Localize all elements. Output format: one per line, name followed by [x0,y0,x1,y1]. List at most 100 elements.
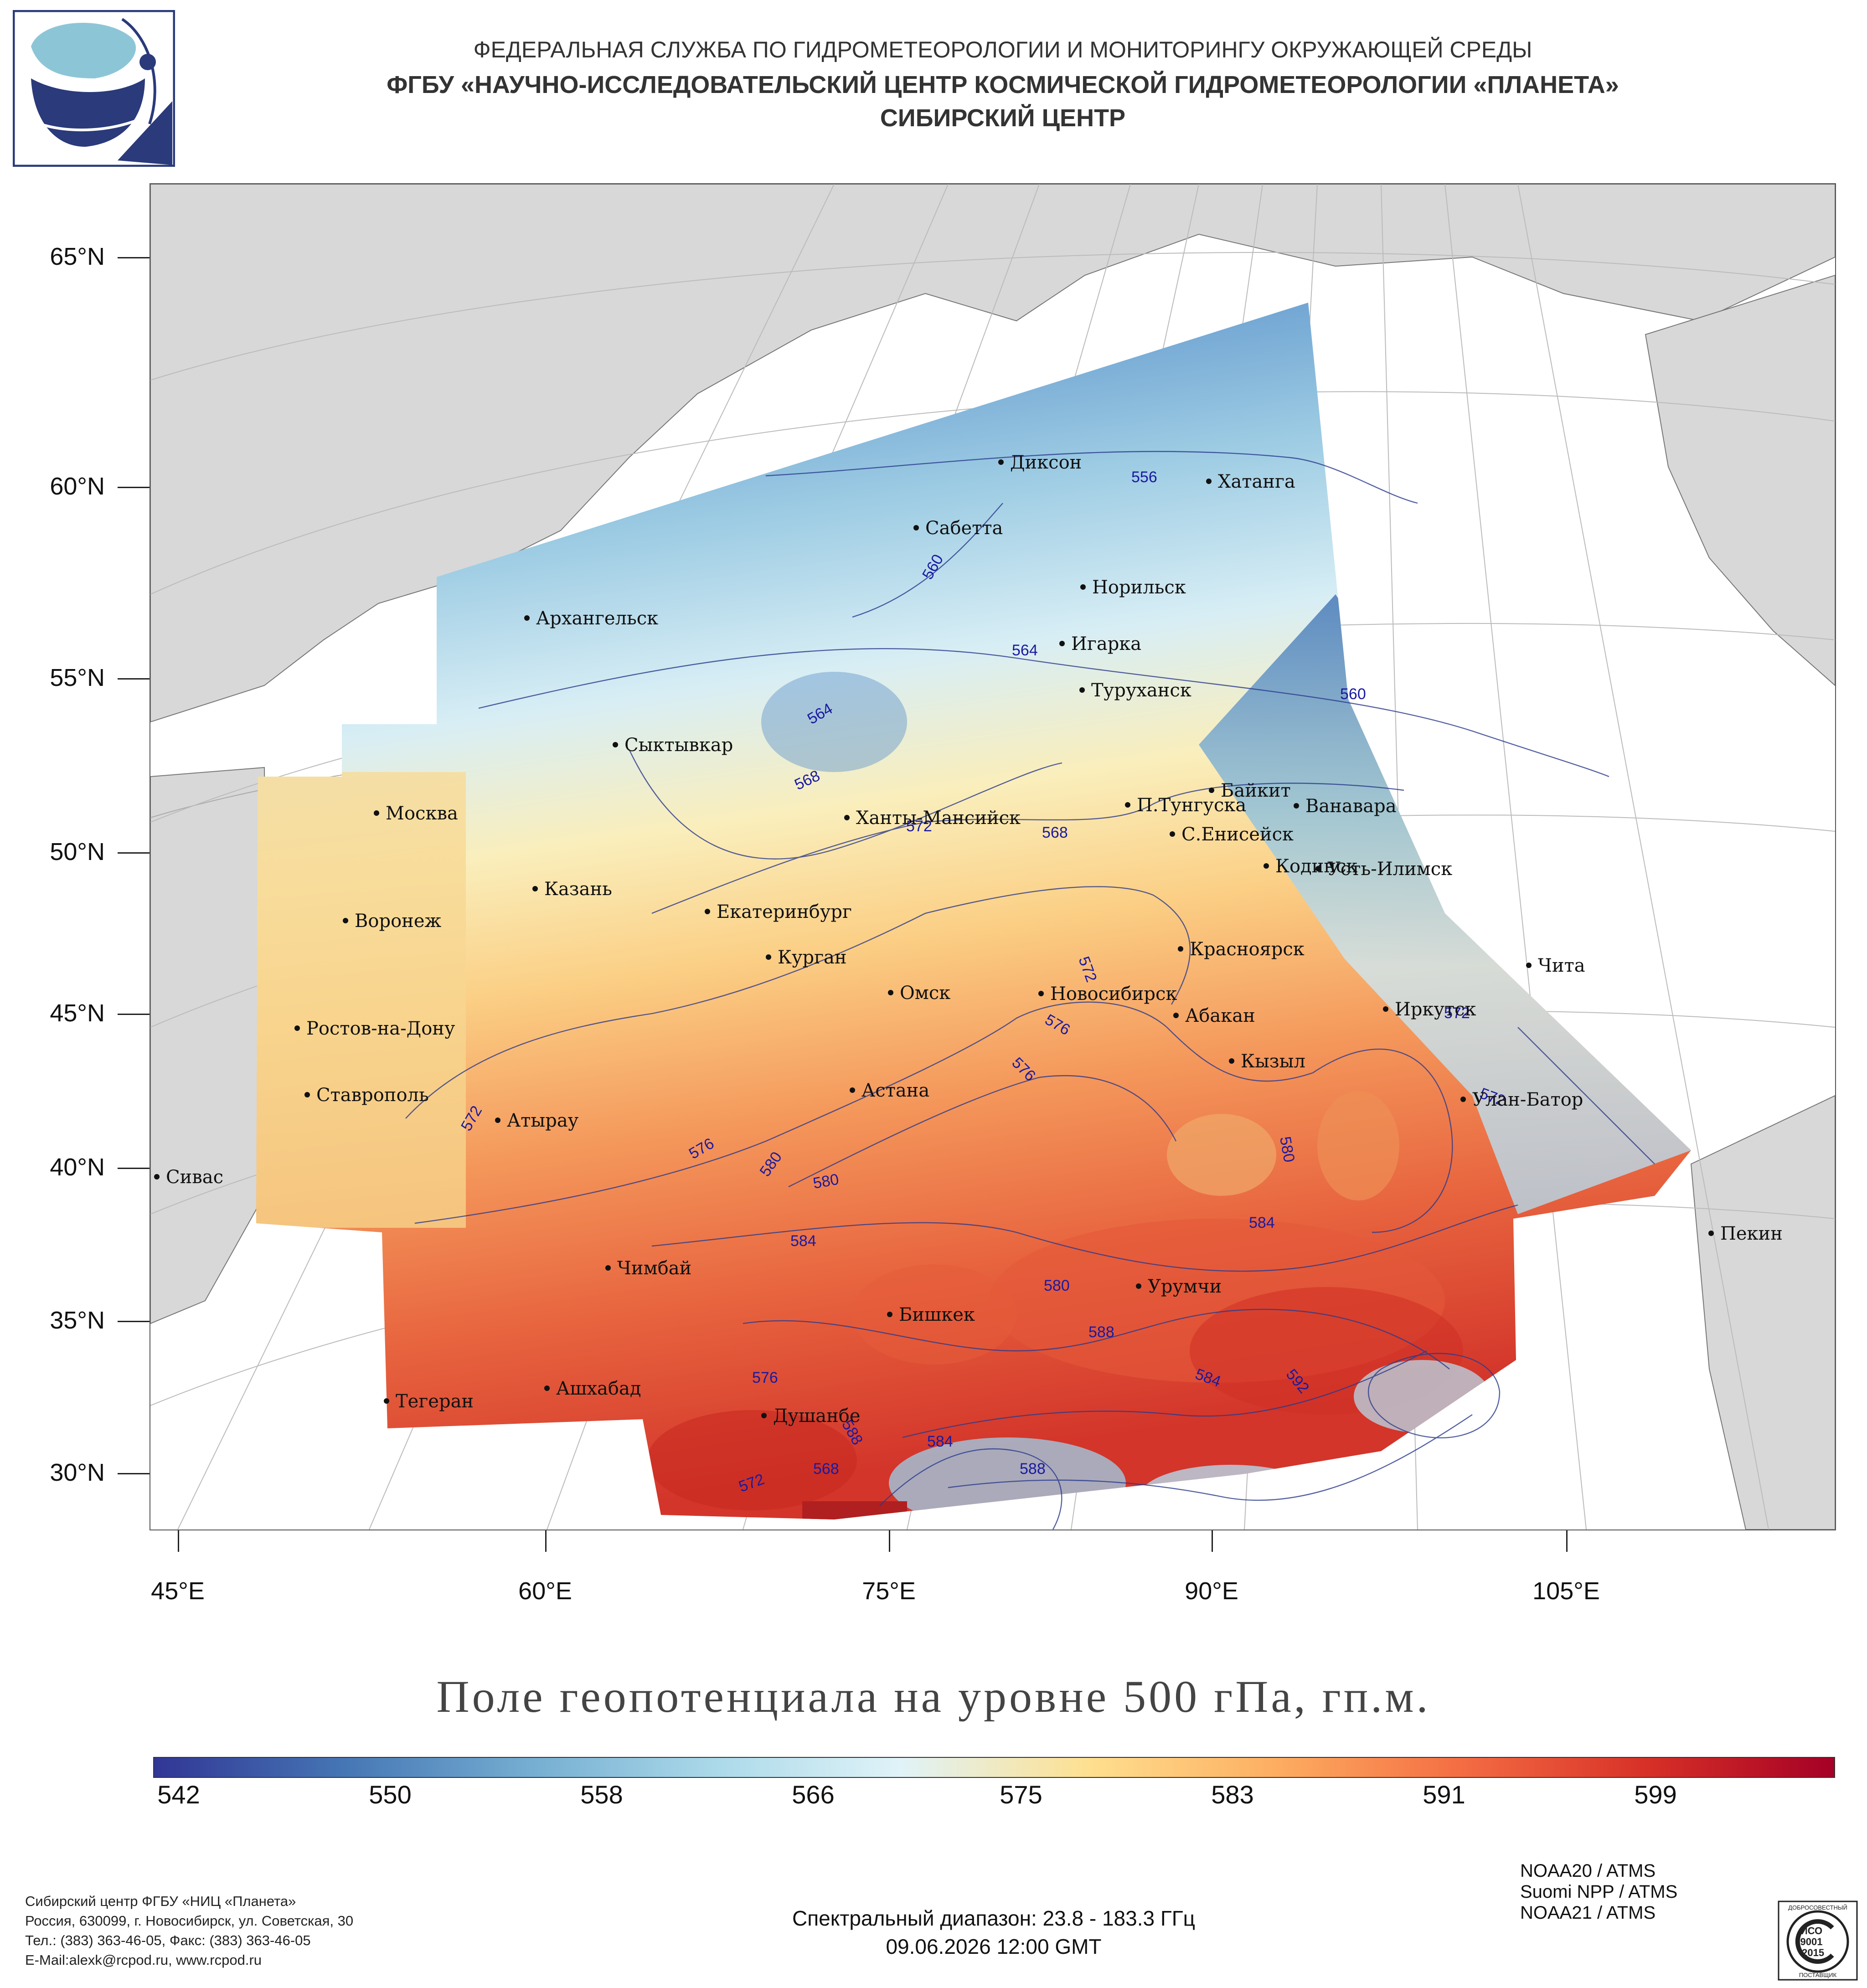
colorbar-tick-label: 558 [580,1780,623,1809]
city-stavropol: Ставрополь [316,1085,429,1106]
city-p-tunguska: П.Тунгуска [1137,795,1246,816]
city-bishkek: Бишкек [899,1304,975,1325]
isoline-label: 576 [752,1369,778,1386]
city-dushanbe: Душанбе [773,1406,861,1427]
land-east-island [1645,274,1835,686]
city-sivas: Сивас [166,1167,223,1188]
city-turukhansk: Туруханск [1091,680,1191,701]
city-kazan: Казань [544,879,612,900]
svg-text:ИСО: ИСО [1800,1925,1822,1936]
isoline-label: 572 [906,818,932,835]
city-kodinsk: Кодинск [1275,856,1357,877]
isoline-label: 584 [790,1232,816,1250]
city-kurgan: Курган [778,947,847,968]
city-dikson: Диксон [1010,452,1082,473]
satellite-list: NOAA20 / ATMS Suomi NPP / ATMS NOAA21 / … [1520,1860,1677,1923]
isoline-label: 588 [1020,1460,1046,1478]
city-kyzyl: Кызыл [1241,1051,1305,1072]
svg-text:ПОСТАВЩИК: ПОСТАВЩИК [1799,1972,1837,1978]
lon-label-90: 90°E [1185,1577,1238,1605]
colorbar-tick-label: 583 [1211,1780,1254,1809]
satellite-item: NOAA21 / ATMS [1520,1903,1656,1923]
city-syktyvkar: Сыктывкар [624,735,733,756]
isoline-label: 560 [1340,685,1366,703]
lon-tick [545,1529,547,1552]
city-arkhangelsk: Архангельск [536,608,658,629]
isoline-label: 584 [1249,1214,1275,1231]
city-novosibirsk: Новосибирск [1050,984,1177,1004]
lon-tick [1566,1529,1568,1552]
city-ekaterinburg: Екатеринбург [717,901,852,922]
city-ust-ilimsk: Усть-Илимск [1327,859,1452,880]
city-igarka: Игарка [1071,633,1141,654]
land-southeast [1690,1095,1835,1530]
lat-tick [118,487,150,488]
isoline-label: 568 [813,1460,839,1478]
land-layer [150,184,1835,1530]
city-moscow: Москва [386,803,458,824]
header-agency: ФЕДЕРАЛЬНАЯ СЛУЖБА ПО ГИДРОМЕТЕОРОЛОГИИ … [473,37,1532,62]
lat-label-45: 45°N [50,999,105,1027]
city-vanavara: Ванавара [1305,796,1397,817]
lat-tick [118,1168,150,1169]
lat-label-55: 55°N [50,664,105,691]
colorbar-tick-label: 575 [1000,1780,1042,1809]
lat-tick [118,1473,150,1474]
org-address: Россия, 630099, г. Новосибирск, ул. Сове… [25,1913,354,1929]
colorbar-tick-label: 599 [1634,1780,1677,1809]
colorbar-tick-label: 566 [792,1780,835,1809]
org-phone: Тел.: (383) 363-46-05, Факс: (383) 363-4… [25,1932,311,1948]
isoline-label: 556 [1131,469,1157,486]
isoline-label: 572 [1444,1004,1470,1022]
org-email: E-Mail:alexk@rcpod.ru, www.rcpod.ru [25,1952,262,1968]
lon-tick [178,1529,179,1552]
lat-tick [118,1014,150,1015]
lat-label-50: 50°N [50,838,105,865]
city-chita: Чита [1538,955,1585,976]
observation-datetime: 09.06.2026 12:00 GMT [886,1935,1102,1958]
city-norilsk: Норильск [1092,577,1186,598]
spectral-range: Спектральный диапазон: 23.8 - 183.3 ГГц [792,1906,1196,1930]
lon-label-45: 45°E [151,1577,205,1605]
svg-text:-2015: -2015 [1799,1947,1824,1958]
lat-label-65: 65°N [50,243,105,270]
lon-label-75: 75°E [862,1577,916,1605]
city-beijing: Пекин [1720,1223,1783,1244]
city-ulan-bator: Улан-Батор [1472,1089,1583,1110]
lon-label-105: 105°E [1532,1577,1600,1605]
lon-tick [889,1529,890,1552]
colorbar-tick-label: 542 [157,1780,200,1809]
lat-label-40: 40°N [50,1154,105,1181]
geopotential-map: 556 560 560 564 564 568 572 568 572 576 … [150,183,1836,1530]
svg-text:ДОБРОСОВЕСТНЫЙ: ДОБРОСОВЕСТНЫЙ [1788,1904,1847,1911]
org-contacts: Сибирский центр ФГБУ «НИЦ «Планета» Росс… [25,1891,353,1970]
lon-tick [1212,1529,1213,1552]
colorbar [153,1757,1835,1778]
isoline-label: 568 [1042,824,1068,841]
satellite-item: Suomi NPP / ATMS [1520,1882,1678,1902]
isoline-label: 588 [1088,1324,1114,1341]
lat-tick [118,852,150,854]
city-khatanga: Хатанга [1218,471,1295,492]
city-atyrau: Атырау [507,1110,579,1131]
city-omsk: Омск [900,983,950,1004]
city-s-eniseysk: С.Енисейск [1181,824,1294,845]
lat-label-60: 60°N [50,473,105,500]
city-baykit: Байкит [1221,780,1291,801]
lat-tick [118,257,150,258]
city-rostov-na-donu: Ростов-на-Дону [306,1018,455,1039]
city-abakan: Абакан [1185,1005,1255,1026]
land-west [150,767,270,1324]
city-voronezh: Воронеж [355,911,441,932]
header-center: СИБИРСКИЙ ЦЕНТР [880,104,1126,132]
planeta-logo-icon [13,10,175,167]
header-institute: ФГБУ «НАУЧНО-ИССЛЕДОВАТЕЛЬСКИЙ ЦЕНТР КОС… [387,71,1619,98]
lat-label-30: 30°N [50,1459,105,1486]
city-astana: Астана [861,1080,929,1101]
lat-tick [118,1321,150,1322]
product-info: Спектральный диапазон: 23.8 - 183.3 ГГц … [675,1904,1313,1961]
city-irkutsk: Иркутск [1395,999,1476,1020]
lon-label-60: 60°E [518,1577,572,1605]
city-krasnoyarsk: Красноярск [1190,939,1305,960]
lat-label-35: 35°N [50,1307,105,1334]
